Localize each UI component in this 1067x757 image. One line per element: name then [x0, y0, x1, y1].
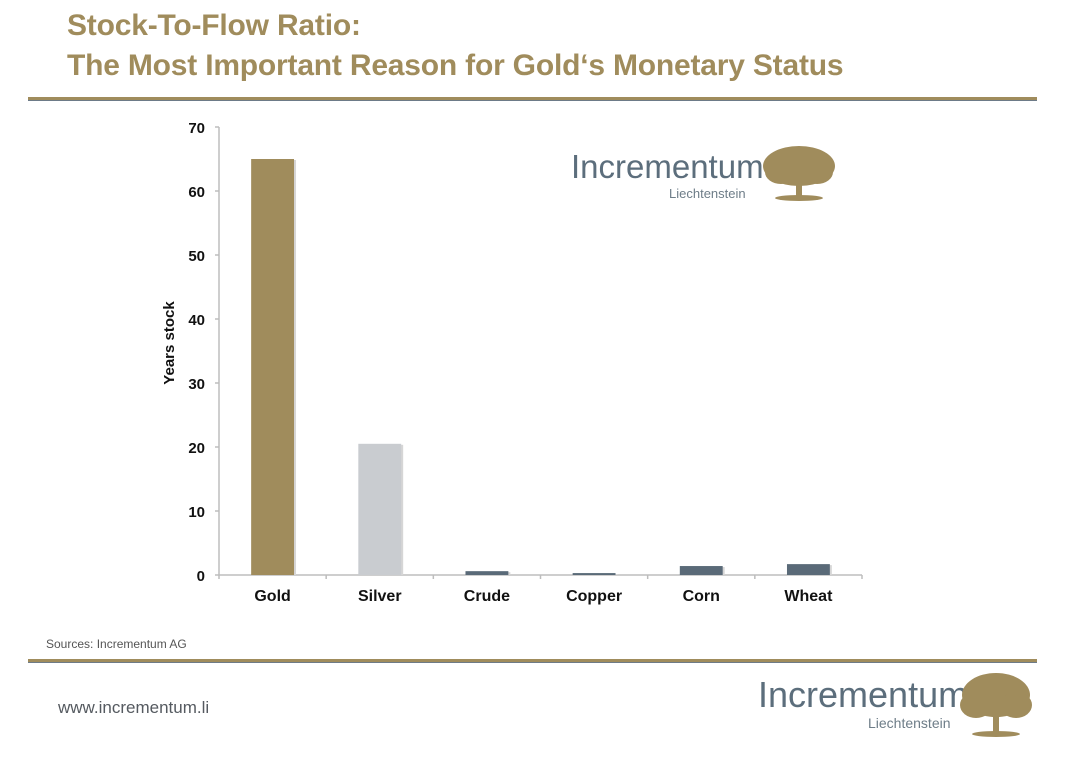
y-tick-label: 30: [188, 376, 205, 393]
chart-bars: [251, 159, 832, 575]
bar-copper: [572, 573, 616, 575]
x-tick-label: Gold: [254, 588, 290, 605]
bar-crude: [465, 571, 509, 575]
x-tick-label: Copper: [566, 588, 622, 605]
y-tick-label: 50: [188, 248, 205, 265]
bar-gold: [251, 159, 295, 575]
page-title: Stock-To-Flow Ratio: The Most Important …: [67, 6, 844, 86]
bar-chart: 0 10 20 30 40 50 60 70 Gold Silver Crude Copper Corn…: [161, 120, 863, 605]
footer-divider: [28, 659, 1037, 663]
y-axis-label: Years stock: [161, 301, 178, 385]
tree-icon: [960, 673, 1032, 737]
y-tick-label: 40: [188, 312, 205, 329]
y-tick-label: 70: [188, 120, 205, 137]
x-tick-label: Silver: [358, 588, 402, 605]
bar-corn: [679, 566, 723, 575]
title-line-2: The Most Important Reason for Gold‘s Mon…: [67, 49, 844, 82]
bar-silver: [358, 443, 402, 575]
y-tick-label: 0: [197, 568, 205, 585]
y-tick-label: 20: [188, 440, 205, 457]
chart-axes: 0 10 20 30 40 50 60 70 Gold Silver Crude Copper Corn…: [188, 120, 863, 605]
bar-wheat: [786, 564, 830, 575]
x-tick-label: Corn: [683, 588, 720, 605]
y-tick-label: 60: [188, 184, 205, 201]
x-tick-label: Wheat: [784, 588, 833, 605]
chart-logo-subtitle: Liechtenstein: [669, 186, 746, 201]
footer-logo-subtitle: Liechtenstein: [868, 715, 951, 731]
title-line-1: Stock-To-Flow Ratio:: [67, 9, 361, 42]
y-tick-label: 10: [188, 504, 205, 521]
website-link[interactable]: www.incrementum.li: [58, 698, 210, 717]
chart-logo: Incrementum Liechtenstein: [571, 146, 841, 208]
x-tick-label: Crude: [464, 588, 510, 605]
tree-icon: [763, 146, 835, 201]
header-divider: [28, 97, 1037, 101]
chart-logo-wordmark: Incrementum: [571, 148, 764, 185]
source-note: Sources: Incrementum AG: [46, 637, 187, 651]
footer-logo: Incrementum Liechtenstein: [758, 673, 1038, 743]
footer-logo-wordmark: Incrementum: [758, 674, 969, 715]
